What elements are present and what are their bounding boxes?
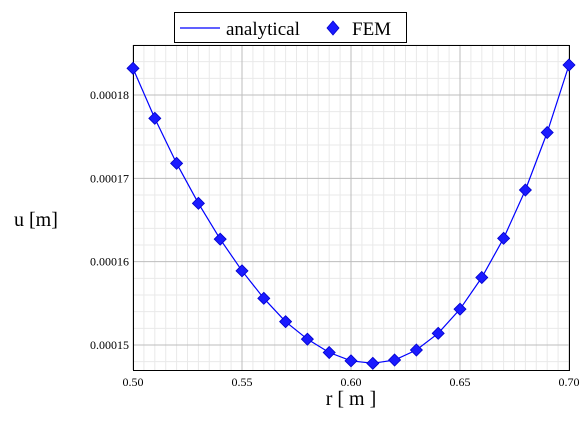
data-point-fem [475,270,489,285]
x-tick-labels: 0.50 0.55 0.60 0.65 0.70 [123,375,580,389]
data-point-fem [300,332,314,346]
data-point-fem [257,291,271,305]
x-tick-label: 0.65 [450,375,471,389]
legend-diamond-swatch [326,20,340,36]
data-point-fem [562,58,576,72]
legend-label-fem: FEM [352,19,391,40]
data-point-fem [344,354,358,368]
data-point-fem [148,111,162,125]
data-point-fem [409,343,423,357]
y-tick-label: 0.00017 [90,171,129,185]
data-point-fem [366,356,380,370]
y-tick-label: 0.00016 [90,255,129,269]
data-point-fem [431,326,445,340]
data-point-fem [235,264,249,278]
x-tick-label: 0.50 [123,375,144,389]
y-axis-label: u [m] [14,209,58,231]
grid [132,44,570,370]
data-point-fem [191,196,205,210]
data-point-fem [388,353,402,367]
data-point-fem [453,302,467,316]
data-point-fem [170,156,184,170]
y-tick-label: 0.00018 [90,88,129,102]
y-tick-label: 0.00015 [90,338,129,352]
plot-frame [133,45,570,371]
series-layer [126,58,576,370]
legend-label-analytical: analytical [226,19,300,40]
x-tick-label: 0.55 [232,375,253,389]
y-tick-labels: 0.00015 0.00016 0.00017 0.00018 [90,88,129,352]
data-point-fem [126,61,140,75]
data-point-fem [322,345,336,360]
x-tick-label: 0.60 [341,375,362,389]
data-point-fem [518,183,532,197]
legend: analytical FEM [174,12,407,43]
data-point-fem [540,125,554,140]
data-point-fem [213,232,227,246]
data-point-fem [279,315,293,329]
x-tick-label: 0.70 [559,375,580,389]
x-axis-label: r [ m ] [326,388,377,410]
data-point-fem [497,231,511,245]
